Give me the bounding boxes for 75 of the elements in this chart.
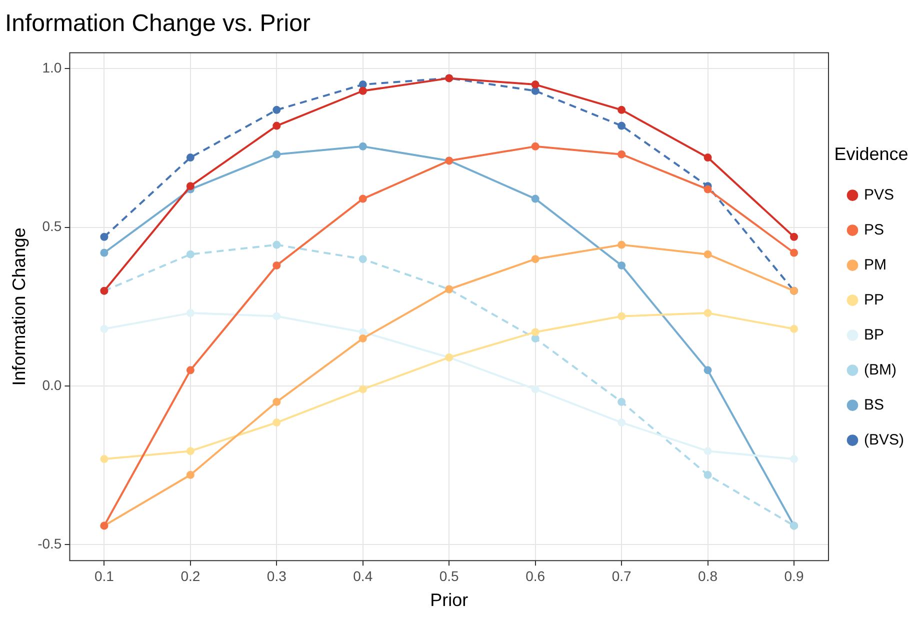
x-tick-label: 0.5 [439,568,460,584]
point [704,185,712,194]
point [186,182,194,190]
legend-label: BS [864,396,884,414]
point [531,328,540,336]
point [704,470,712,479]
point [358,194,367,203]
chart-title: Information Change vs. Prior [5,10,310,38]
point [100,324,108,333]
y-tick-label: 0.0 [42,376,62,393]
point [704,447,712,456]
point [100,248,108,257]
y-axis-title: Information Change [8,228,29,386]
point [358,142,367,150]
point [272,418,281,427]
x-tick-label: 0.9 [784,568,804,584]
x-tick-label: 0.2 [180,568,200,584]
legend-label: PP [864,291,884,308]
point [100,232,108,241]
point [618,122,626,130]
legend-label: (BM) [864,361,896,378]
point [186,470,194,479]
point [618,312,626,320]
point [790,324,798,333]
legend-label: PM [864,256,886,274]
point [618,398,626,406]
point [531,142,540,150]
point [358,385,367,394]
point [704,366,712,374]
point [531,255,540,264]
point [531,194,540,203]
x-tick-label: 0.4 [353,568,373,584]
y-tick-label: -0.5 [38,536,62,552]
point [618,261,626,270]
legend-title: Evidence [834,144,908,164]
legend-label: BP [864,326,884,344]
point [358,86,367,95]
point [790,455,798,464]
point [358,334,367,342]
point [272,312,281,320]
x-tick-label: 0.7 [612,568,632,584]
point [186,309,194,318]
point [272,240,281,249]
legend-label: (BVS) [864,431,904,448]
point [618,150,626,158]
point [704,309,712,318]
point [790,248,798,257]
point [272,150,281,158]
y-tick-label: 0.5 [42,218,62,234]
y-tick-label: 1.0 [42,60,62,76]
point [790,232,798,241]
point [531,80,540,89]
point [618,418,626,427]
x-tick-label: 0.1 [94,568,114,584]
point [531,385,540,394]
point [186,366,194,374]
x-tick-label: 0.6 [526,568,546,584]
legend-label: PVS [864,186,894,204]
point [186,154,194,162]
x-tick-label: 0.3 [266,568,287,584]
point [186,447,194,456]
point [704,250,712,258]
x-axis-title: Prior [430,590,468,610]
point [272,122,281,130]
point [186,250,194,258]
point [272,261,281,270]
point [704,154,712,162]
legend-label: PS [864,221,884,238]
point [272,398,281,406]
point [618,240,626,249]
point [358,255,367,264]
point [272,106,281,114]
x-tick-label: 0.8 [698,568,718,584]
point [618,106,626,114]
point [100,455,108,464]
